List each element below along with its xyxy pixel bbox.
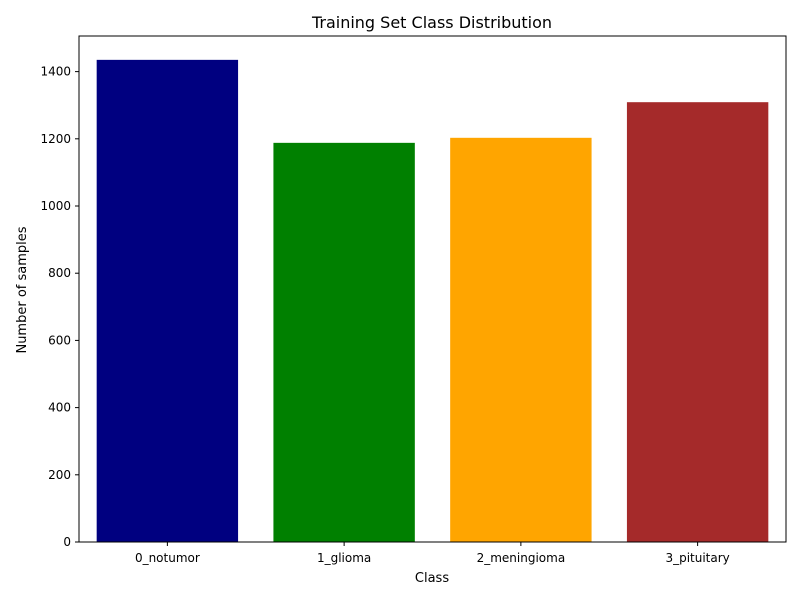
bar-3_pituitary	[626, 102, 769, 542]
y-axis-label: Number of samples	[15, 226, 30, 353]
plot-frame	[78, 35, 787, 543]
y-tick-label: 800	[48, 266, 71, 280]
x-axis-label: Class	[415, 571, 449, 586]
y-tick-label: 1200	[40, 132, 71, 146]
y-tick-label: 1000	[40, 199, 71, 213]
bars-group	[96, 59, 769, 543]
y-axis-ticks: 0 200 400 600 800 1000 1200 1400	[40, 65, 79, 549]
y-tick-label: 400	[48, 401, 71, 415]
bar-0_notumor	[96, 59, 239, 542]
bar-2_meningioma	[450, 137, 592, 542]
y-tick-label: 0	[63, 535, 71, 549]
y-tick-label: 200	[48, 468, 71, 482]
x-tick-label: 0_notumor	[135, 551, 200, 565]
y-tick-label: 600	[48, 333, 71, 347]
x-tick-label: 2_meningioma	[477, 551, 566, 565]
bar-1_glioma	[273, 142, 415, 543]
x-tick-label: 1_glioma	[317, 551, 371, 565]
x-tick-label: 3_pituitary	[665, 551, 729, 565]
y-tick-label: 1400	[40, 65, 71, 79]
chart-title: Training Set Class Distribution	[311, 13, 552, 32]
x-axis-ticks: 0_notumor 1_glioma 2_meningioma 3_pituitary	[135, 542, 730, 565]
